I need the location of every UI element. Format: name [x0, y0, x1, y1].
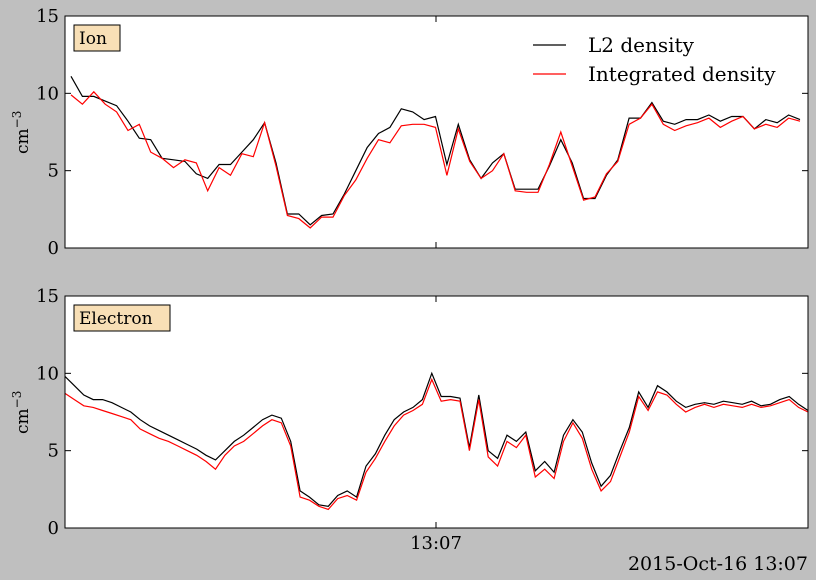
y-tick-label: 0 [48, 238, 59, 259]
y-tick-label: 10 [36, 363, 59, 384]
y-tick-label: 5 [48, 161, 59, 182]
y-tick-label: 5 [48, 441, 59, 462]
series-line-l2-electron [64, 371, 809, 507]
y-tick-label: 10 [36, 83, 59, 104]
y-axis-label: cm−3 [10, 391, 33, 434]
ion-panel-label: Ion [79, 29, 107, 49]
y-tick-label: 15 [36, 286, 59, 307]
y-axis-label: cm−3 [10, 111, 33, 154]
timestamp-label: 2015-Oct-16 13:07 [628, 553, 808, 575]
plot-frame [64, 15, 809, 249]
series-line-integrated-electron [64, 377, 809, 511]
series-line-l2-density-ion [70, 76, 801, 226]
legend-entry-1: Integrated density [588, 62, 776, 86]
series-line-integrated-density-ion [70, 90, 801, 229]
panel-ion: 0 5 10 15 cm−3 Ion L2 density Integrated densit… [10, 6, 809, 259]
ion-panel-label-box [73, 24, 121, 52]
electron-panel-label: Electron [79, 309, 153, 329]
x-tick-label: 13:07 [410, 533, 462, 554]
y-tick-label: 15 [36, 6, 59, 27]
plot-frame [64, 295, 809, 529]
legend-entry-0: L2 density [588, 33, 695, 57]
electron-panel-label-box [73, 304, 171, 332]
plot-area [65, 296, 808, 528]
panel-electron: 0 5 10 15 cm−3 Electron 13:07 [10, 286, 809, 554]
y-tick-label: 0 [48, 518, 59, 539]
